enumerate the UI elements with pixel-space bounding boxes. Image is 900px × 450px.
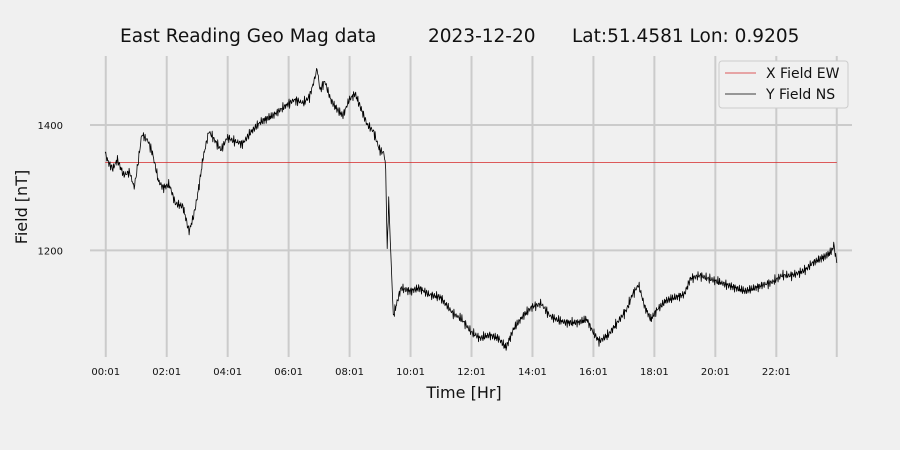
x-tick-label-1: 02:01 [152, 367, 181, 378]
y-tick-label-0: 1200 [38, 246, 63, 257]
chart-title-date: 2023-12-20 [428, 26, 536, 47]
x-axis-label: Time [Hr] [425, 383, 501, 402]
x-tick-label-8: 16:01 [579, 367, 608, 378]
chart-title-name: East Reading Geo Mag data [120, 26, 376, 47]
x-tick-label-4: 08:01 [335, 367, 364, 378]
legend: X Field EW Y Field NS [718, 60, 849, 109]
y-axis-label: Field [nT] [12, 170, 31, 244]
x-tick-label-5: 10:01 [396, 367, 425, 378]
x-tick-label-0: 00:01 [91, 367, 120, 378]
chart-title-location: Lat:51.4581 Lon: 0.9205 [572, 26, 799, 47]
series-lines [104, 68, 838, 351]
y-tick-label-1: 1400 [38, 121, 63, 132]
x-tick-label-9: 18:01 [640, 367, 669, 378]
legend-label-x-field: X Field EW [766, 66, 840, 82]
x-tick-label-10: 20:01 [701, 367, 730, 378]
x-tick-label-2: 04:01 [213, 367, 242, 378]
x-tick-label-6: 12:01 [457, 367, 486, 378]
x-tick-label-3: 06:01 [274, 367, 303, 378]
tick-labels: 00:01 02:01 04:01 06:01 08:01 10:01 12:01 14:01… [38, 121, 791, 378]
legend-label-y-field: Y Field NS [765, 87, 835, 103]
series-line-y-field-ns [104, 68, 838, 351]
x-tick-label-7: 14:01 [518, 367, 547, 378]
x-tick-label-11: 22:01 [762, 367, 791, 378]
